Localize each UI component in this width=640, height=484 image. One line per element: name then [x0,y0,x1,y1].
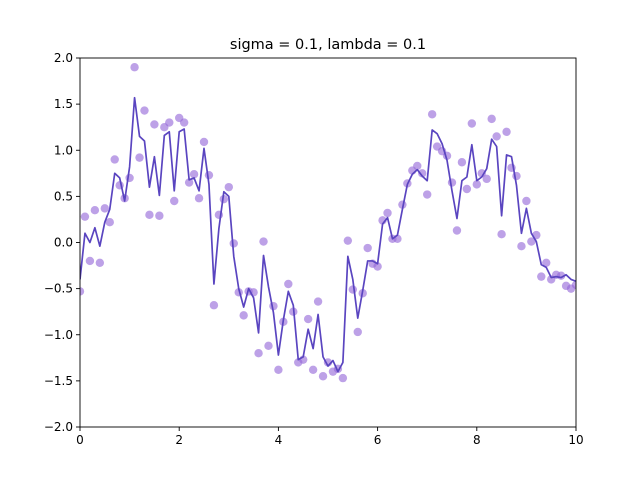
y-tick-label: −0.5 [44,282,73,296]
data-point [527,237,536,246]
data-point [130,63,139,72]
data-point [462,184,472,194]
data-point [95,258,105,267]
data-point [239,311,248,320]
data-point [264,341,273,351]
data-point [343,236,353,245]
data-point [209,301,219,310]
data-point [100,204,110,213]
data-point [338,373,348,383]
data-point [308,365,318,375]
data-point [140,106,149,115]
y-tick-label: 1.5 [54,97,73,111]
x-tick-label: 4 [275,433,283,447]
data-point [125,173,134,183]
data-point [179,118,189,127]
data-point [413,161,422,171]
data-point [373,262,382,271]
x-tick-label: 8 [473,433,481,447]
data-point [145,210,154,220]
x-tick-label: 6 [374,433,382,447]
x-tick-label: 2 [175,433,183,447]
data-point [85,256,95,266]
data-point [502,127,511,136]
data-point [274,365,283,375]
data-point [284,279,293,289]
chart-title: sigma = 0.1, lambda = 0.1 [230,37,426,53]
data-point [170,196,179,206]
data-point [90,206,100,215]
y-tick-label: 0.5 [54,189,73,203]
data-point [353,327,362,337]
data-point [447,178,457,187]
data-point [165,118,174,127]
y-tick-label: 2.0 [54,51,73,65]
data-point [452,226,462,235]
fit-line [80,96,576,373]
data-point [542,258,551,267]
data-point [224,182,233,192]
y-tick-label: 0.0 [54,236,73,250]
y-tick-label: −1.5 [44,374,73,388]
data-point [313,297,323,306]
data-point [418,169,427,178]
data-point [105,218,114,227]
data-point [229,239,238,248]
data-point [522,196,531,206]
data-point [189,170,199,179]
data-point [423,190,432,199]
data-point [194,194,204,203]
data-point [155,211,164,220]
data-point [80,287,85,296]
data-point [110,155,119,164]
data-point [427,110,437,119]
data-point [199,137,209,147]
y-tick-label: −1.0 [44,328,73,342]
data-point [517,241,526,251]
data-point [472,180,481,189]
y-tick-label: −2.0 [44,420,73,434]
data-point [150,120,159,129]
data-point [204,170,214,180]
data-point [184,178,194,187]
x-tick-label: 10 [568,433,583,447]
data-point [80,212,90,221]
data-point [537,272,546,281]
data-point [477,169,486,178]
x-tick-label: 0 [76,433,84,447]
y-tick-label: 1.0 [54,143,73,157]
data-point [348,285,357,294]
data-point [457,158,467,167]
data-point [254,349,263,358]
data-point [487,114,496,124]
data-point [135,153,144,162]
data-point [383,208,392,218]
data-point [303,314,313,324]
data-point [259,237,268,246]
data-point [571,280,576,290]
data-point [492,132,501,141]
data-point [363,243,372,253]
data-point [482,174,491,184]
data-point [318,372,328,381]
data-point [467,119,477,128]
data-point [497,230,506,239]
